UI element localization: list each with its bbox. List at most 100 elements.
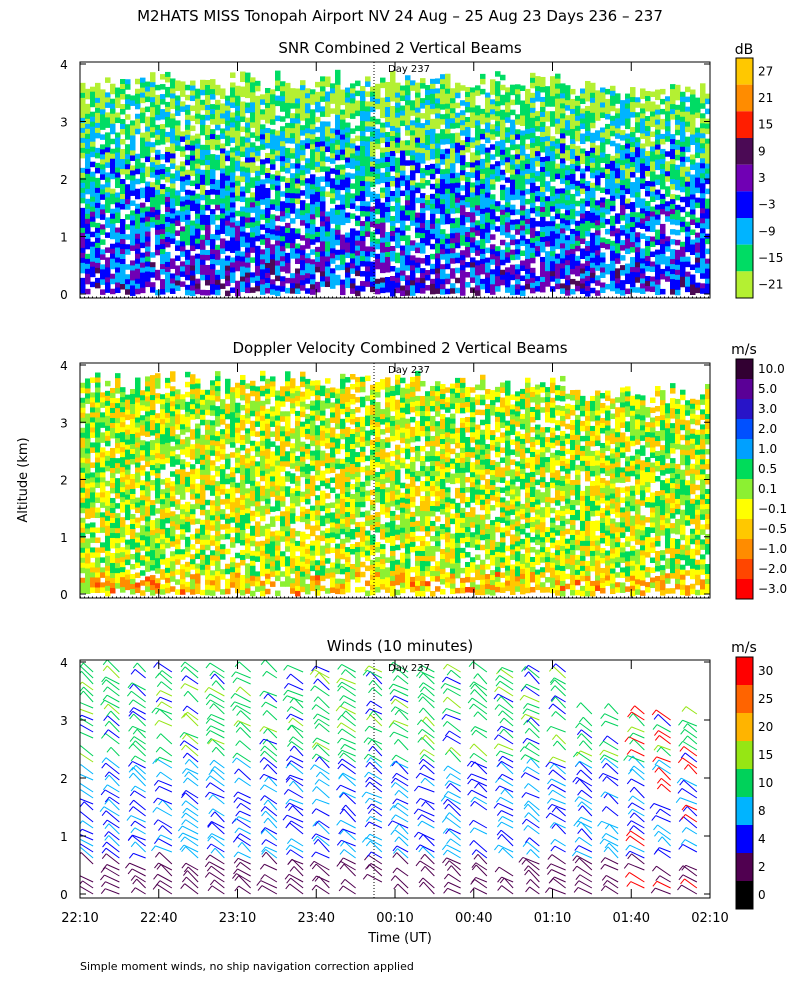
- heatmap-cell: [305, 168, 311, 174]
- heatmap-cell: [705, 173, 710, 180]
- heatmap-cell: [210, 154, 216, 160]
- heatmap-cell: [295, 93, 301, 100]
- heatmap-cell: [105, 287, 111, 293]
- heatmap-cell: [130, 493, 136, 500]
- heatmap-cell: [265, 187, 271, 194]
- heatmap-cell: [110, 113, 116, 120]
- colorbar-label: −9: [758, 224, 776, 238]
- heatmap-cell: [105, 162, 111, 168]
- heatmap-cell: [575, 95, 581, 102]
- heatmap-cell: [510, 254, 516, 261]
- heatmap-cell: [125, 149, 131, 155]
- heatmap-cell: [350, 238, 356, 244]
- heatmap-cell: [135, 123, 141, 130]
- heatmap-cell: [390, 190, 396, 197]
- heatmap-cell: [405, 235, 411, 241]
- heatmap-cell: [560, 283, 566, 289]
- heatmap-cell: [615, 243, 621, 249]
- heatmap-cell: [155, 199, 161, 206]
- heatmap-cell: [235, 255, 241, 262]
- heatmap-cell: [365, 271, 371, 277]
- heatmap-cell: [225, 180, 231, 187]
- heatmap-cell: [675, 139, 681, 146]
- heatmap-cell: [80, 462, 86, 469]
- heatmap-cell: [120, 94, 126, 100]
- heatmap-cell: [555, 233, 561, 240]
- heatmap-cell: [670, 134, 676, 140]
- heatmap-cell: [140, 142, 146, 149]
- heatmap-cell: [495, 86, 501, 92]
- heatmap-cell: [515, 119, 521, 125]
- heatmap-cell: [450, 193, 456, 199]
- heatmap-cell: [165, 226, 171, 233]
- heatmap-cell: [105, 272, 111, 278]
- heatmap-cell: [660, 173, 666, 180]
- heatmap-cell: [345, 202, 351, 209]
- heatmap-cell: [175, 210, 181, 216]
- heatmap-cell: [130, 190, 136, 196]
- heatmap-cell: [635, 167, 641, 173]
- heatmap-cell: [340, 279, 346, 286]
- heatmap-cell: [125, 264, 131, 270]
- heatmap-cell: [125, 529, 131, 536]
- heatmap-cell: [560, 83, 566, 89]
- heatmap-cell: [185, 189, 191, 196]
- heatmap-cell: [485, 162, 491, 169]
- heatmap-cell: [540, 141, 546, 148]
- heatmap-cell: [350, 113, 356, 119]
- heatmap-cell: [380, 202, 386, 209]
- heatmap-cell: [510, 84, 516, 91]
- heatmap-cell: [415, 122, 421, 129]
- heatmap-cell: [495, 106, 501, 112]
- heatmap-cell: [380, 122, 386, 129]
- heatmap-cell: [230, 177, 236, 183]
- heatmap-cell: [295, 108, 301, 115]
- heatmap-cell: [365, 101, 371, 107]
- heatmap-cell: [405, 200, 411, 206]
- heatmap-cell: [295, 193, 301, 200]
- heatmap-cell: [235, 145, 241, 152]
- heatmap-cell: [420, 233, 426, 239]
- heatmap-cell: [200, 89, 206, 96]
- heatmap-cell: [395, 97, 401, 104]
- heatmap-cell: [435, 98, 441, 104]
- y-tick-label: 1: [60, 231, 68, 245]
- heatmap-cell: [360, 281, 366, 287]
- heatmap-cell: [480, 233, 486, 240]
- heatmap-cell: [240, 86, 246, 93]
- heatmap-cell: [95, 377, 101, 384]
- heatmap-cell: [570, 178, 576, 185]
- heatmap-cell: [255, 200, 261, 207]
- heatmap-cell: [530, 247, 536, 254]
- heatmap-cell: [410, 190, 416, 196]
- heatmap-cell: [115, 212, 121, 219]
- heatmap-cell: [325, 171, 331, 178]
- heatmap-cell: [145, 556, 151, 562]
- heatmap-cell: [320, 141, 326, 147]
- heatmap-cell: [135, 572, 141, 579]
- heatmap-cell: [520, 265, 526, 271]
- heatmap-cell: [570, 288, 576, 295]
- heatmap-cell: [270, 224, 276, 230]
- heatmap-cell: [175, 220, 181, 226]
- heatmap-cell: [405, 105, 411, 111]
- heatmap-cell: [145, 416, 151, 422]
- heatmap-cell: [515, 209, 521, 215]
- heatmap-cell: [370, 156, 376, 163]
- heatmap-cell: [285, 127, 291, 134]
- heatmap-cell: [310, 129, 316, 135]
- heatmap-cell: [690, 94, 696, 100]
- heatmap-cell: [670, 239, 676, 245]
- heatmap-cell: [700, 88, 706, 94]
- heatmap-cell: [365, 161, 371, 167]
- heatmap-cell: [110, 243, 116, 250]
- heatmap-cell: [115, 523, 121, 529]
- heatmap-cell: [175, 285, 181, 291]
- heatmap-cell: [155, 383, 161, 389]
- heatmap-cell: [305, 243, 311, 249]
- heatmap-cell: [275, 255, 281, 262]
- heatmap-cell: [180, 261, 186, 267]
- heatmap-cell: [145, 381, 151, 387]
- heatmap-cell: [615, 158, 621, 164]
- heatmap-cell: [395, 82, 401, 89]
